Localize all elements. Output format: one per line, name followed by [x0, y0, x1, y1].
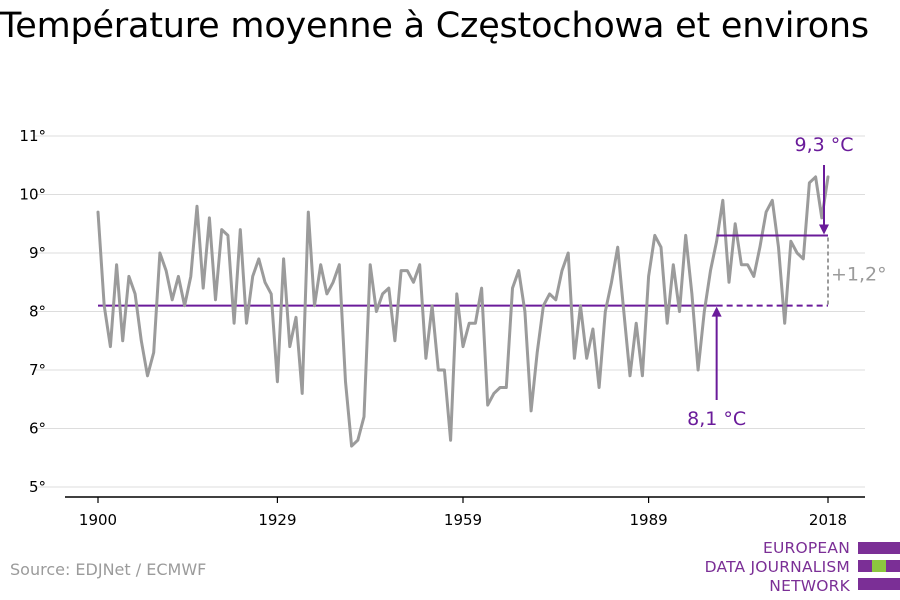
y-axis-tick-labels: 5° 6° 7° 8° 9° 10° 11°: [19, 127, 46, 496]
recent-value-label: 9,3 °C: [794, 134, 853, 156]
x-tick-label-1959: 1959: [444, 511, 482, 529]
delta-label: +1,2°: [831, 264, 887, 286]
source-note: Source: EDJNet / ECMWF: [10, 560, 207, 579]
y-tick-label-5: 5°: [29, 478, 46, 496]
y-tick-label-6: 6°: [29, 420, 46, 438]
x-tick-label-1989: 1989: [629, 511, 667, 529]
logo-line-data-journalism: DATA JOURNALISM: [704, 558, 850, 576]
logo-line-network: NETWORK: [769, 577, 850, 595]
y-tick-label-8: 8°: [29, 303, 46, 321]
logo-bar-middle-accent: [872, 560, 886, 572]
logo-line-european: EUROPEAN: [762, 539, 850, 557]
x-axis: 1900 1929 1959 1989 2018: [65, 496, 865, 529]
chart-title: Température moyenne à Częstochowa et env…: [0, 6, 869, 46]
temperature-series-line: [96, 175, 830, 448]
y-tick-label-10: 10°: [19, 186, 46, 204]
series-group: [96, 175, 830, 448]
recent-arrow-head: [819, 224, 829, 235]
baseline-value-label: 8,1 °C: [687, 408, 746, 430]
logo-bar-bottom: [858, 578, 900, 590]
x-tick-label-1900: 1900: [79, 511, 117, 529]
x-tick-label-2018: 2018: [809, 511, 847, 529]
y-tick-label-9: 9°: [29, 244, 46, 262]
x-tick-label-1929: 1929: [258, 511, 296, 529]
edjnet-logo: EUROPEAN DATA JOURNALISM NETWORK: [680, 538, 900, 598]
y-tick-label-11: 11°: [19, 127, 46, 145]
y-tick-label-7: 7°: [29, 361, 46, 379]
baseline-arrow-head: [711, 306, 722, 317]
logo-bar-top: [858, 542, 900, 554]
annotations: +1,2° 9,3 °C 8,1 °C: [687, 134, 887, 430]
